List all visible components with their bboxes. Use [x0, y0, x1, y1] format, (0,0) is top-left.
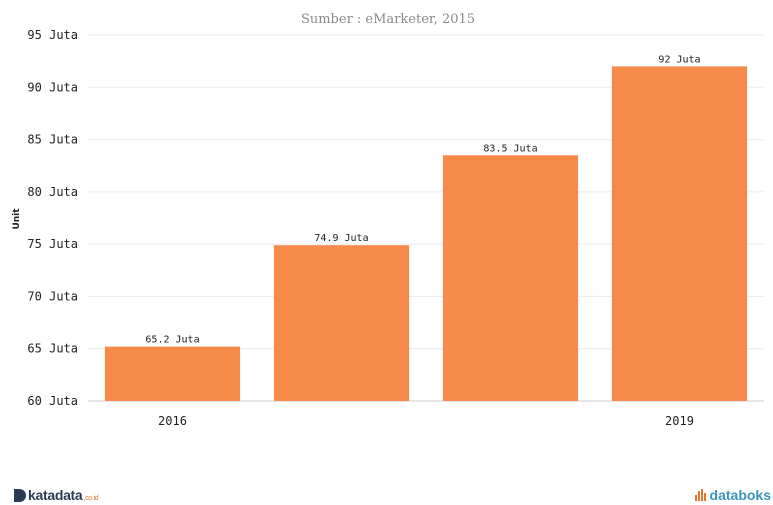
- databoks-logo-text: databoks: [709, 487, 771, 503]
- y-tick-label: 75 Juta: [27, 237, 78, 251]
- y-tick-label: 70 Juta: [27, 289, 78, 303]
- data-label: 65.2 Juta: [145, 335, 199, 346]
- y-tick-label: 85 Juta: [27, 133, 78, 147]
- x-axis: 2016 2019: [158, 414, 694, 428]
- y-tick-label: 65 Juta: [27, 342, 78, 356]
- y-tick-label: 60 Juta: [27, 394, 78, 408]
- bar: [442, 155, 579, 401]
- databoks-logo: databoks: [694, 487, 771, 503]
- katadata-logo-suffix: .co.id: [83, 495, 99, 502]
- bar: [611, 66, 748, 401]
- katadata-logo: katadata .co.id: [14, 487, 99, 503]
- chart-source: Sumber : eMarketer, 2015: [301, 12, 475, 27]
- x-tick-label: 2019: [665, 414, 694, 428]
- bar: [273, 245, 410, 401]
- data-label: 92 Juta: [658, 54, 700, 65]
- y-tick-label: 80 Juta: [27, 185, 78, 199]
- y-axis-label: Unit: [12, 208, 22, 230]
- bars: [104, 66, 748, 401]
- y-tick-label: 90 Juta: [27, 80, 78, 94]
- katadata-d-icon: [14, 489, 26, 502]
- databoks-bars-icon: [694, 489, 707, 501]
- y-axis: 60 Juta 65 Juta 70 Juta 75 Juta 80 Juta 85 Ju…: [27, 28, 78, 408]
- x-tick-label: 2016: [158, 414, 187, 428]
- data-label: 74.9 Juta: [314, 233, 368, 244]
- data-labels: 65.2 Juta 74.9 Juta 83.5 Juta 92 Juta: [145, 54, 700, 345]
- data-label: 83.5 Juta: [483, 143, 537, 154]
- katadata-logo-text: katadata: [28, 487, 83, 503]
- bar: [104, 346, 241, 401]
- y-tick-label: 95 Juta: [27, 28, 78, 42]
